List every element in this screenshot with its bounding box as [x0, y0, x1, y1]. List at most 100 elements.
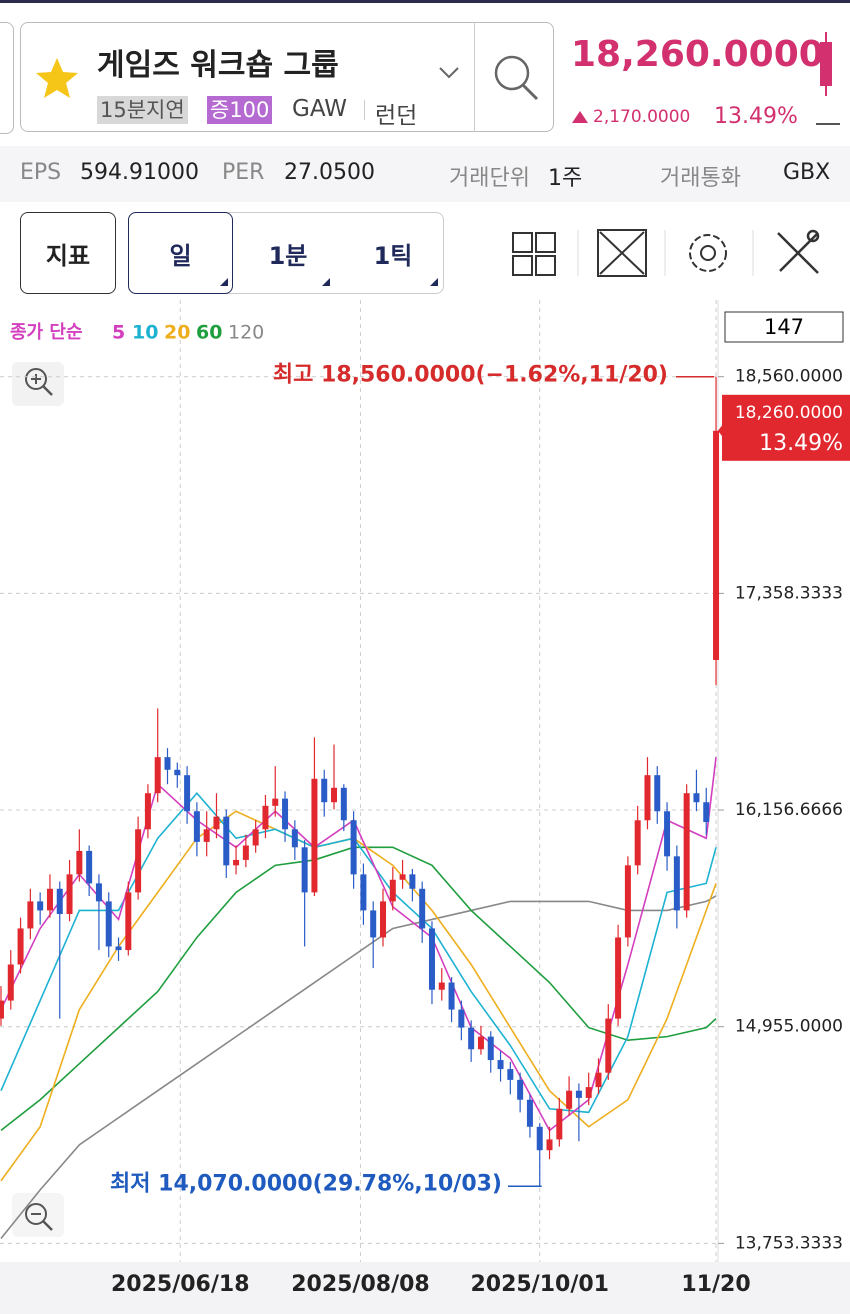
candle-body [301, 847, 308, 893]
candle-count: 147 [764, 315, 804, 339]
candle-body [379, 901, 386, 938]
candle-icon [820, 32, 832, 96]
candle-body [252, 829, 259, 846]
legend-entry: 20 [164, 322, 190, 344]
candle-body [233, 859, 240, 866]
candle-body [468, 1027, 475, 1050]
search[interactable] [490, 52, 542, 104]
candle-body [272, 798, 279, 806]
indicator-button[interactable]: 지표 [20, 212, 116, 294]
candle-body [203, 829, 210, 842]
candle-body [458, 1009, 465, 1028]
y-tick-label: 18,560.0000 [735, 367, 843, 387]
candle-body [350, 820, 357, 875]
minimize[interactable] [816, 123, 840, 125]
candle-body [526, 1099, 533, 1127]
top-bar [0, 0, 850, 3]
candle-body [566, 1090, 573, 1109]
eps-value: 594.91000 [80, 160, 199, 185]
legend-entry: 60 [196, 322, 222, 344]
candle-body [46, 888, 53, 911]
settings-icon[interactable] [689, 234, 727, 272]
price-change: 2,170.0000 [593, 107, 691, 127]
candle-body [115, 946, 122, 951]
candle-body [644, 775, 651, 821]
layout-icon[interactable] [512, 232, 556, 276]
candle-body [27, 901, 34, 929]
divider [474, 22, 475, 132]
candle-body [556, 1108, 563, 1140]
candle-body [76, 850, 83, 875]
candle-body [517, 1079, 524, 1100]
toolbar-icons [220, 229, 820, 286]
candle-body [487, 1036, 494, 1061]
candle-body [213, 816, 220, 830]
candle-body [585, 1087, 592, 1098]
period-button[interactable]: 일 [128, 212, 233, 294]
candle-body [242, 845, 249, 860]
candle-body [595, 1072, 602, 1088]
candle-body [105, 901, 112, 947]
candle-body [154, 757, 161, 794]
currency-value: GBX [783, 160, 831, 185]
legend-label: 종가 단순 [10, 322, 83, 343]
count-box [724, 311, 844, 343]
candle-body [624, 865, 631, 938]
candle-body [605, 1018, 612, 1073]
candle-body [164, 757, 171, 770]
tools-icon[interactable] [777, 229, 820, 274]
candle-body [546, 1139, 553, 1151]
candle-body [95, 883, 102, 902]
candle-body [340, 787, 347, 821]
x-tick-label: 2025/06/18 [111, 1272, 250, 1297]
candle-body [389, 879, 396, 902]
candle-body [409, 874, 416, 889]
candle-body [184, 775, 191, 812]
stock-card [20, 22, 554, 132]
candle-body [477, 1036, 484, 1050]
candle-body [419, 888, 426, 929]
candle-body [575, 1090, 582, 1098]
period-button[interactable]: 1분 [268, 241, 308, 270]
candle-body [7, 964, 14, 1001]
candle-body [86, 850, 93, 884]
margin-badge: 증100 [207, 96, 273, 124]
candle-body [193, 811, 200, 842]
y-tick-label: 13,753.3333 [735, 1233, 843, 1253]
candle-body [399, 874, 406, 880]
eps-label: EPS [20, 160, 62, 185]
last-change: 13.49% [759, 431, 843, 456]
legend-entry: 5 [112, 322, 125, 344]
candle-body [223, 816, 230, 866]
unit-value: 1주 [548, 166, 583, 191]
candle-body [634, 820, 641, 866]
candle-body [321, 778, 328, 803]
last-price-pointer [718, 422, 724, 439]
candle-body [507, 1069, 514, 1080]
y-tick-label: 14,955.0000 [735, 1017, 843, 1037]
zoom-out[interactable] [12, 1193, 64, 1237]
low-annotation: 최저 14,070.0000(29.78%,10/03) [110, 1171, 502, 1196]
period-button[interactable]: 1틱 [373, 241, 413, 270]
favorite-star[interactable] [34, 56, 80, 100]
ticker: GAW [292, 96, 348, 122]
candle-body [693, 793, 700, 803]
info-bar [0, 146, 850, 202]
candle-body [448, 982, 455, 1010]
candle-body [135, 829, 142, 893]
candle-body [713, 430, 720, 660]
fullscreen-icon[interactable] [597, 229, 647, 277]
zoom-in[interactable] [12, 362, 64, 406]
candle-body [438, 982, 445, 990]
candle-body [174, 769, 181, 776]
high-annotation: 최고 18,560.0000(−1.62%,11/20) [273, 363, 668, 388]
dropdown[interactable] [438, 66, 460, 80]
prev-card[interactable] [0, 22, 14, 134]
candle-body [311, 778, 318, 893]
x-tick-label: 2025/10/01 [470, 1272, 609, 1297]
stock-name: 게임즈 워크숍 그룹 [97, 48, 339, 83]
ma-line [0, 846, 717, 1132]
candle-body [331, 787, 338, 803]
divider [364, 100, 365, 120]
